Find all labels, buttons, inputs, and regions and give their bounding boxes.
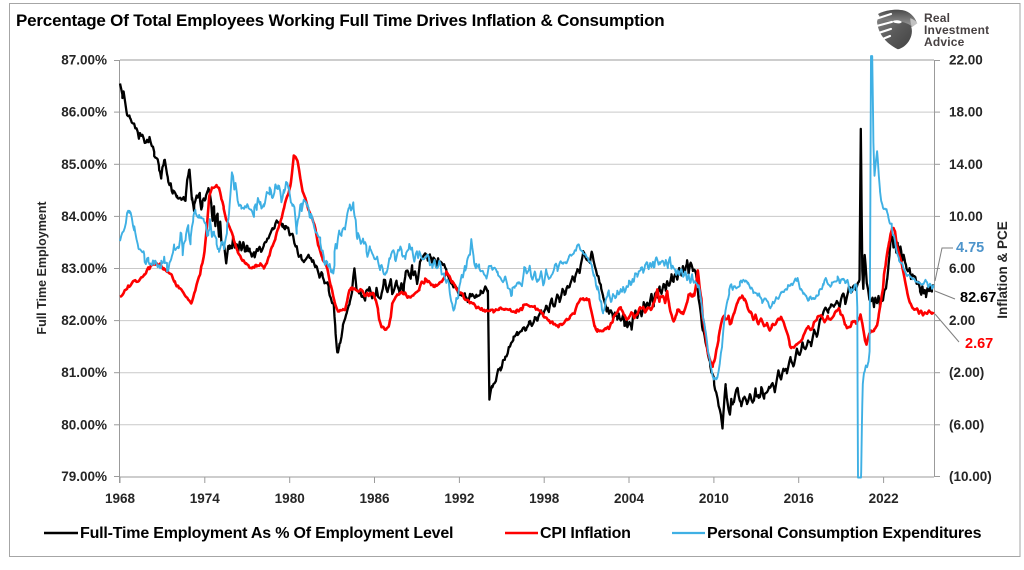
svg-text:2004: 2004 (614, 491, 645, 506)
svg-text:83.00%: 83.00% (61, 261, 107, 276)
svg-text:22.00: 22.00 (949, 53, 983, 68)
svg-text:1992: 1992 (444, 491, 474, 506)
svg-text:10.00: 10.00 (949, 209, 983, 224)
svg-text:81.00%: 81.00% (61, 365, 107, 380)
svg-text:79.00%: 79.00% (61, 469, 107, 484)
svg-text:87.00%: 87.00% (61, 53, 107, 68)
svg-text:Full-Time Employment As % Of E: Full-Time Employment As % Of Employment … (80, 525, 453, 542)
svg-text:Percentage Of Total Employees: Percentage Of Total Employees Working Fu… (16, 11, 664, 30)
svg-text:14.00: 14.00 (949, 157, 983, 172)
svg-text:84.00%: 84.00% (61, 209, 107, 224)
svg-text:6.00: 6.00 (949, 261, 975, 276)
svg-text:85.00%: 85.00% (61, 157, 107, 172)
svg-text:(2.00): (2.00) (949, 365, 984, 380)
svg-text:Investment: Investment (924, 23, 989, 37)
svg-text:82.00%: 82.00% (61, 313, 107, 328)
svg-text:1998: 1998 (529, 491, 560, 506)
svg-text:2016: 2016 (784, 491, 815, 506)
svg-text:18.00: 18.00 (949, 105, 983, 120)
svg-text:2022: 2022 (869, 491, 899, 506)
svg-text:1980: 1980 (275, 491, 305, 506)
svg-text:2010: 2010 (699, 491, 729, 506)
svg-text:1974: 1974 (190, 491, 221, 506)
svg-text:(10.00): (10.00) (949, 469, 992, 484)
svg-text:Real: Real (924, 11, 950, 25)
svg-text:80.00%: 80.00% (61, 417, 107, 432)
svg-text:86.00%: 86.00% (61, 105, 107, 120)
svg-text:Full Time Employment: Full Time Employment (35, 201, 49, 335)
svg-text:CPI Inflation: CPI Inflation (540, 525, 631, 542)
svg-text:1968: 1968 (105, 491, 136, 506)
svg-text:4.75: 4.75 (956, 240, 984, 256)
svg-text:1986: 1986 (359, 491, 390, 506)
svg-text:Personal Consumption Expenditu: Personal Consumption Expenditures (707, 525, 982, 542)
svg-text:Advice: Advice (924, 35, 965, 49)
svg-text:(6.00): (6.00) (949, 417, 984, 432)
svg-text:2.67: 2.67 (965, 336, 993, 352)
svg-text:Inflation & PCE: Inflation & PCE (995, 221, 1010, 319)
svg-text:2.00: 2.00 (949, 313, 975, 328)
svg-text:82.67: 82.67 (960, 290, 996, 306)
